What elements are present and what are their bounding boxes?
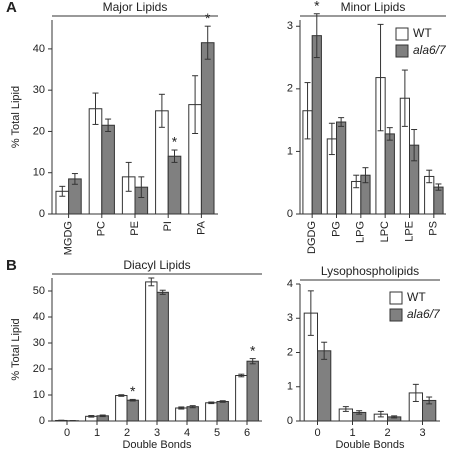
legend-swatch (396, 28, 408, 40)
x-tick-label: MGDG (63, 221, 75, 255)
y-axis-label: % Total Lipid (10, 86, 22, 148)
bar (318, 351, 331, 421)
x-axis-label: Double Bonds (335, 439, 405, 451)
x-tick-label: LPE (403, 221, 415, 242)
x-tick-label: 3 (154, 427, 160, 439)
y-tick-label: 40 (33, 43, 45, 55)
significance-mark: * (130, 383, 136, 399)
x-tick-label: PE (129, 221, 141, 236)
bar (176, 408, 187, 421)
legend-label: WT (413, 26, 432, 40)
bar (217, 402, 228, 422)
legend-swatch (390, 309, 402, 321)
bar (157, 292, 168, 421)
y-tick-label: 40 (33, 311, 45, 323)
bar (146, 282, 157, 421)
x-tick-label: LPC (379, 221, 391, 242)
y-tick-label: 2 (287, 346, 293, 358)
x-tick-label: PA (195, 220, 207, 235)
y-tick-label: 3 (287, 20, 293, 32)
bar (385, 134, 394, 214)
y-tick-label: 0 (287, 415, 293, 427)
bar (102, 125, 115, 214)
y-tick-label: 50 (33, 285, 45, 297)
bar (206, 403, 217, 421)
y-tick-label: 0 (39, 415, 45, 427)
bar (434, 187, 443, 214)
bar (201, 43, 214, 214)
legend-swatch (390, 292, 402, 304)
x-tick-label: 0 (314, 427, 320, 439)
x-tick-label: LPG (355, 221, 367, 243)
bar (247, 361, 258, 421)
x-tick-label: 1 (94, 427, 100, 439)
panel-title: Lysophospholipids (321, 264, 419, 278)
y-tick-label: 10 (33, 167, 45, 179)
panel-title: Minor Lipids (341, 0, 406, 14)
x-tick-label: 5 (214, 427, 220, 439)
bar (312, 36, 321, 214)
x-tick-label: PI (162, 221, 174, 231)
panel-letter: A (6, 0, 17, 16)
x-tick-label: 2 (124, 427, 130, 439)
significance-mark: * (205, 10, 211, 26)
x-tick-label: PC (96, 221, 108, 236)
panel-title: Diacyl Lipids (123, 258, 190, 272)
y-tick-label: 1 (287, 381, 293, 393)
y-tick-label: 30 (33, 84, 45, 96)
x-tick-label: DGDG (306, 221, 318, 254)
y-tick-label: 0 (39, 208, 45, 220)
y-tick-label: 0 (287, 208, 293, 220)
y-tick-label: 20 (33, 125, 45, 137)
bar (116, 396, 127, 421)
panel-letter: B (6, 257, 17, 274)
legend-label: ala6/7 (413, 43, 447, 57)
legend-label: ala6/7 (407, 307, 441, 321)
panel-title: Major Lipids (103, 0, 168, 14)
x-tick-label: 0 (64, 427, 70, 439)
bar (236, 376, 247, 422)
bar (127, 400, 138, 421)
x-tick-label: 4 (184, 427, 190, 439)
x-tick-label: 6 (244, 427, 250, 439)
y-tick-label: 4 (287, 278, 293, 290)
y-tick-label: 3 (287, 312, 293, 324)
significance-mark: * (314, 0, 320, 13)
y-tick-label: 2 (287, 83, 293, 95)
y-tick-label: 1 (287, 145, 293, 157)
x-tick-label: 3 (419, 427, 425, 439)
x-tick-label: 2 (384, 427, 390, 439)
x-axis-label: Double Bonds (122, 439, 192, 451)
y-tick-label: 10 (33, 389, 45, 401)
y-tick-label: 20 (33, 363, 45, 375)
y-axis-label: % Total Lipid (10, 318, 22, 380)
legend-label: WT (407, 290, 426, 304)
bar (168, 156, 181, 214)
legend-swatch (396, 45, 408, 57)
x-tick-label: 1 (349, 427, 355, 439)
significance-mark: * (172, 134, 178, 150)
x-tick-label: PG (330, 221, 342, 237)
bar (187, 407, 198, 421)
significance-mark: * (250, 342, 256, 358)
y-tick-label: 30 (33, 337, 45, 349)
x-tick-label: PS (428, 221, 440, 236)
bar (337, 122, 346, 214)
